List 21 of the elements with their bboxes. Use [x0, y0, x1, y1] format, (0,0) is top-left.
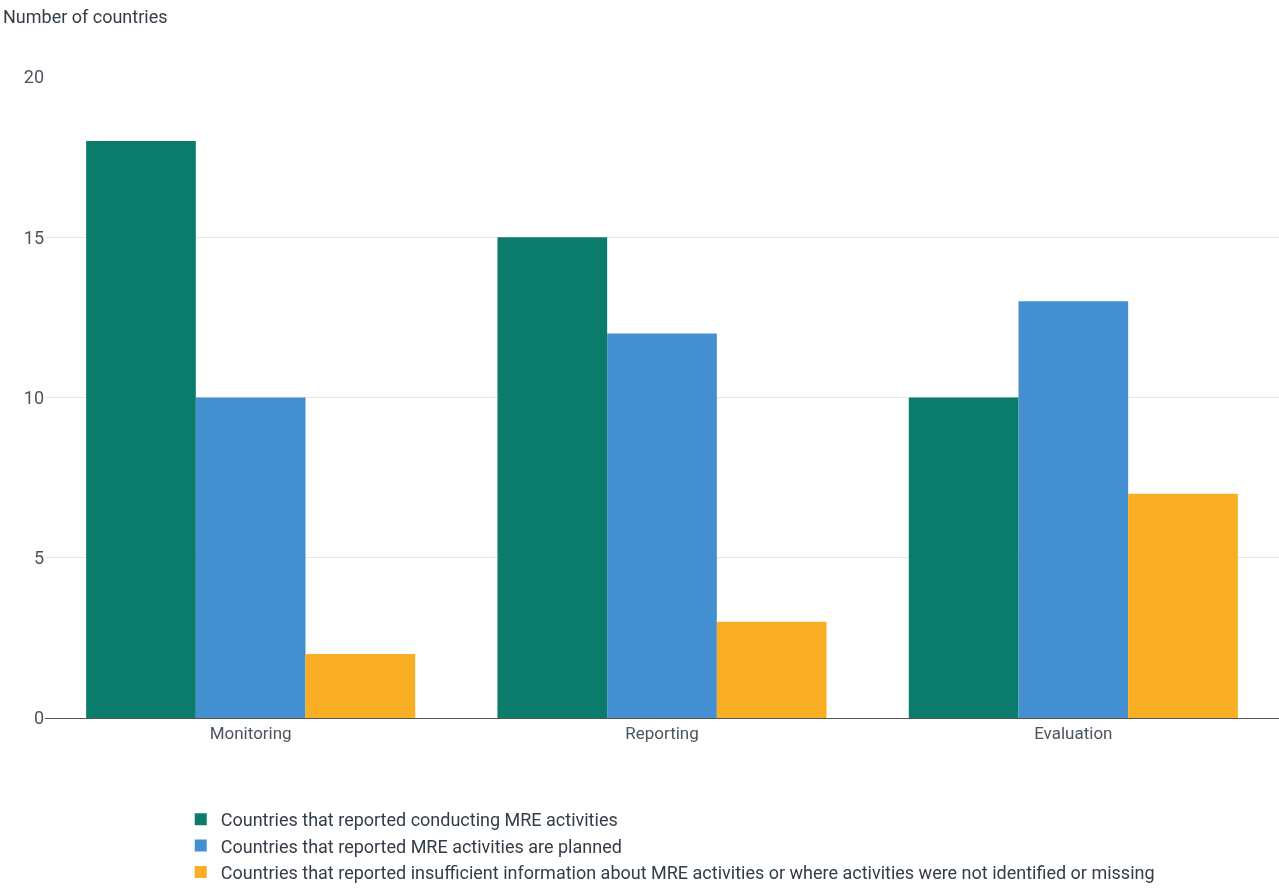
y-tick-label: 10 — [23, 386, 44, 408]
y-tick-label: 15 — [23, 226, 44, 248]
bar — [716, 621, 827, 718]
bar — [908, 397, 1019, 718]
bar — [497, 237, 608, 718]
bar — [1018, 301, 1129, 718]
x-tick-label: Evaluation — [1034, 723, 1113, 744]
x-tick-label: Reporting — [625, 723, 699, 744]
bar — [305, 653, 416, 718]
y-axis-title: Number of countries — [3, 6, 168, 27]
x-tick-label: Monitoring — [209, 723, 292, 744]
y-tick-label: 0 — [33, 707, 44, 729]
bar — [1128, 493, 1238, 718]
bar — [607, 333, 717, 718]
y-tick-label: 20 — [23, 66, 44, 88]
legend-label: Countries that reported insufficient information about MRE activities or where activities were not identified or missing — [220, 862, 1155, 884]
legend-label: Countries that reported MRE activities are planned — [220, 835, 622, 857]
bar — [86, 141, 196, 718]
y-tick-label: 5 — [33, 547, 44, 569]
legend-label: Countries that reported conducting MRE activities — [220, 809, 618, 831]
bar — [195, 397, 306, 718]
